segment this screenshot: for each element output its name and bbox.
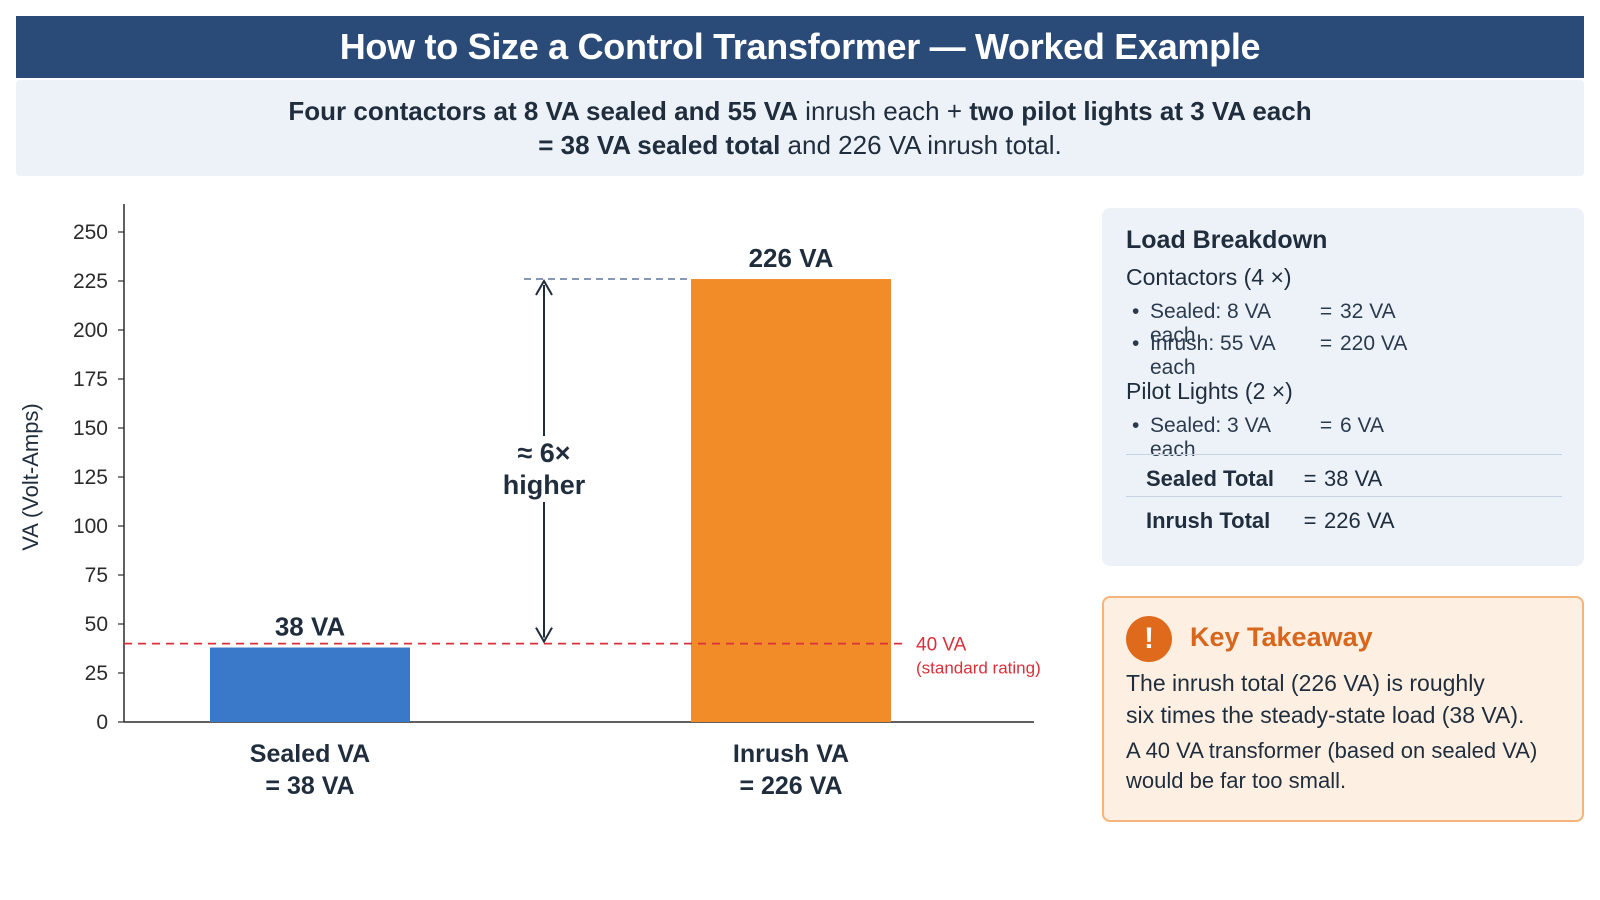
reference-sublabel: (standard rating) bbox=[916, 659, 1041, 678]
item-label: Sealed: 3 VA each bbox=[1150, 414, 1270, 461]
takeaway-line: six times the steady-state load (38 VA). bbox=[1126, 702, 1525, 728]
group-multiplier: (2 ×) bbox=[1238, 378, 1293, 404]
divider bbox=[1126, 496, 1562, 497]
takeaway-line: would be far too small. bbox=[1126, 768, 1347, 793]
bullet-icon: • bbox=[1132, 300, 1140, 323]
y-tick-label: 150 bbox=[73, 417, 108, 440]
page-title: How to Size a Control Transformer — Work… bbox=[16, 16, 1584, 78]
y-tick-label: 225 bbox=[73, 270, 108, 293]
item-label: Inrush: 55 VA each bbox=[1150, 332, 1275, 379]
total-equals: = bbox=[1303, 508, 1317, 533]
y-tick-label: 25 bbox=[85, 662, 108, 685]
bar-inrush-va bbox=[691, 279, 891, 722]
inrush-total-row: Inrush Total = 226 VA bbox=[1146, 508, 1395, 534]
annotation-ratio: ≈ 6× bbox=[517, 438, 570, 468]
item-label: Sealed: 8 VA each bbox=[1150, 300, 1270, 347]
x-category-label: Sealed VA bbox=[250, 740, 370, 768]
y-tick-label: 175 bbox=[73, 368, 108, 391]
subtitle-part: inrush each + bbox=[797, 96, 970, 126]
subtitle-line-2: = 38 VA sealed total and 226 VA inrush t… bbox=[538, 128, 1061, 162]
group-multiplier: (4 ×) bbox=[1237, 264, 1292, 290]
subtitle-line-1: Four contactors at 8 VA sealed and 55 VA… bbox=[288, 94, 1311, 128]
arrow-head-down-icon bbox=[535, 627, 553, 644]
bar-value-label: 38 VA bbox=[275, 612, 346, 642]
x-category-label: = 38 VA bbox=[265, 772, 354, 800]
y-tick-label: 50 bbox=[85, 613, 108, 636]
load-breakdown-panel: Load Breakdown Contactors (4 ×) • Sealed… bbox=[1102, 208, 1584, 566]
x-category-label: = 226 VA bbox=[739, 772, 842, 800]
subtitle-part: two pilot lights at 3 VA each bbox=[969, 96, 1312, 126]
y-axis-label: VA (Volt-Amps) bbox=[18, 403, 43, 551]
subtitle-part: Four contactors at 8 VA sealed and 55 VA bbox=[288, 96, 798, 126]
subtitle-part: = 38 VA sealed total bbox=[538, 130, 781, 160]
bullet-icon: • bbox=[1132, 414, 1140, 437]
bullet-icon: • bbox=[1132, 332, 1140, 355]
annotation-text: higher bbox=[503, 470, 586, 500]
y-tick-label: 0 bbox=[96, 711, 108, 734]
y-tick-label: 100 bbox=[73, 515, 108, 538]
item-equals: = bbox=[1319, 414, 1333, 437]
group-label: Pilot Lights bbox=[1126, 378, 1239, 404]
exclamation-icon: ! bbox=[1126, 616, 1172, 662]
item-value: 32 VA bbox=[1340, 300, 1396, 323]
y-tick-label: 125 bbox=[73, 466, 108, 489]
total-label: Sealed Total bbox=[1146, 466, 1274, 491]
takeaway-line: The inrush total (226 VA) is roughly bbox=[1126, 670, 1485, 696]
y-tick-label: 75 bbox=[85, 564, 108, 587]
divider bbox=[1126, 454, 1562, 455]
reference-label: 40 VA bbox=[916, 635, 967, 656]
total-value: 38 VA bbox=[1324, 466, 1383, 491]
bar-sealed-va bbox=[210, 647, 410, 722]
item-value: 6 VA bbox=[1340, 414, 1384, 437]
subtitle-box: Four contactors at 8 VA sealed and 55 VA… bbox=[16, 80, 1584, 176]
va-bar-chart: 0 25 50 75 100 125 150 175 200 225 250 VA (Volt-Amp… bbox=[18, 204, 1041, 800]
x-category-label: Inrush VA bbox=[733, 740, 849, 768]
group-label: Contactors bbox=[1126, 264, 1238, 290]
takeaway-line: A 40 VA transformer (based on sealed VA) bbox=[1126, 738, 1538, 763]
pilot-lights-heading: Pilot Lights (2 ×) bbox=[1126, 378, 1293, 405]
breakdown-item: • Sealed: 8 VA each = 32 VA bbox=[1132, 300, 1396, 348]
item-equals: = bbox=[1319, 300, 1333, 323]
contactors-heading: Contactors (4 ×) bbox=[1126, 264, 1292, 291]
total-label: Inrush Total bbox=[1146, 508, 1271, 533]
bar-value-label: 226 VA bbox=[749, 243, 834, 273]
takeaway-title: Key Takeaway bbox=[1190, 622, 1373, 652]
breakdown-item: • Sealed: 3 VA each = 6 VA bbox=[1132, 414, 1384, 462]
key-takeaway-panel: ! Key Takeaway The inrush total (226 VA)… bbox=[1102, 596, 1584, 822]
breakdown-title: Load Breakdown bbox=[1126, 226, 1328, 254]
total-equals: = bbox=[1303, 466, 1317, 491]
arrow-head-up-icon bbox=[535, 279, 553, 296]
item-equals: = bbox=[1319, 332, 1333, 355]
total-value: 226 VA bbox=[1324, 508, 1395, 533]
sealed-total-row: Sealed Total = 38 VA bbox=[1146, 466, 1382, 492]
breakdown-item: • Inrush: 55 VA each = 220 VA bbox=[1132, 332, 1407, 380]
subtitle-part: and 226 VA inrush total. bbox=[780, 130, 1062, 160]
y-tick-label: 200 bbox=[73, 319, 108, 342]
y-tick-label: 250 bbox=[73, 221, 108, 244]
item-value: 220 VA bbox=[1340, 332, 1408, 355]
